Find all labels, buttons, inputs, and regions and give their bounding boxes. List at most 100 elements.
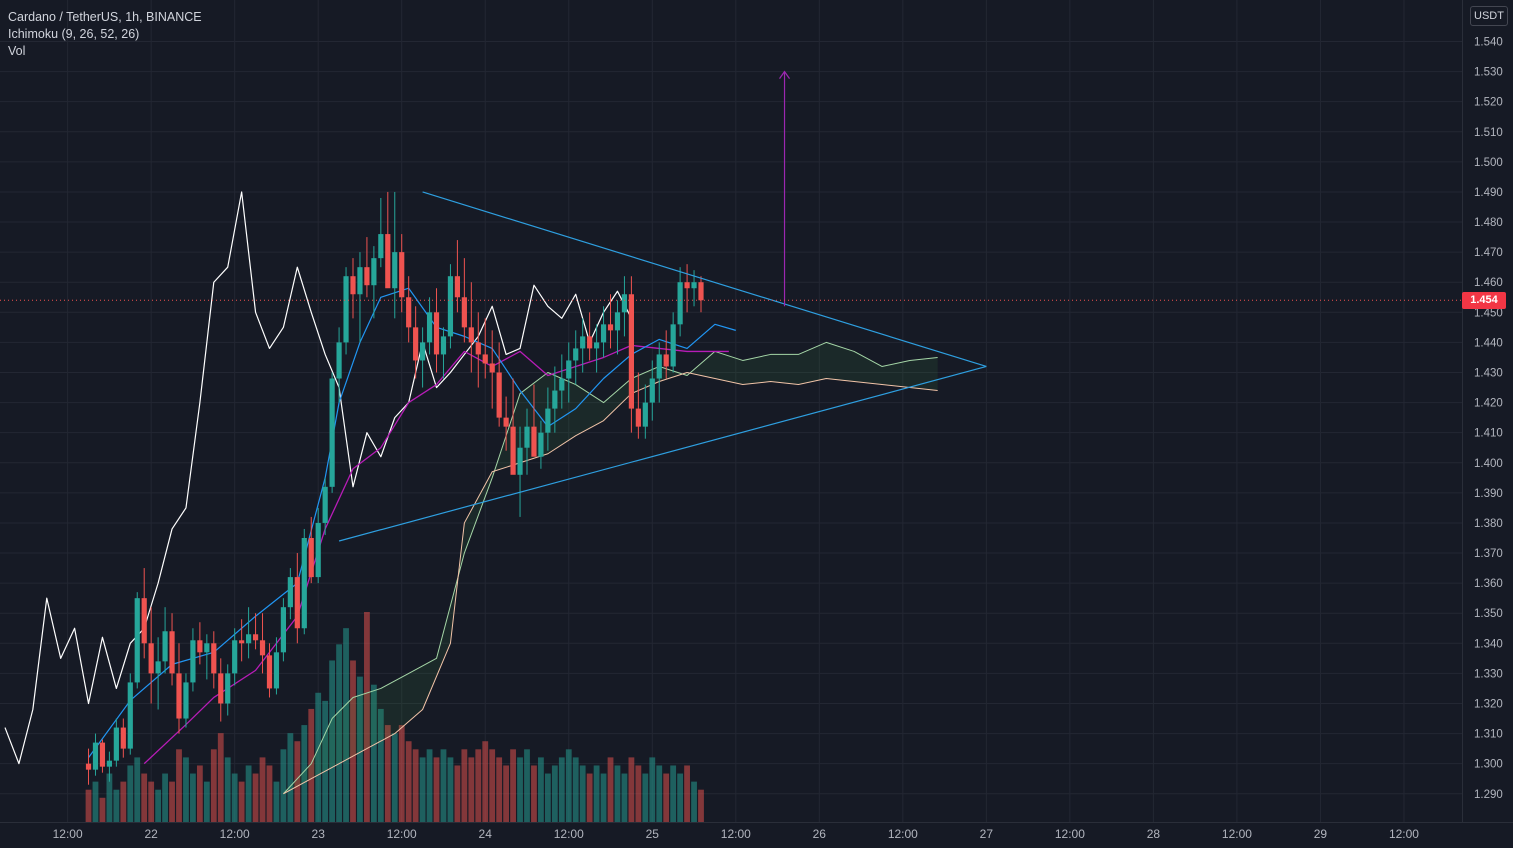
time-tick-label: 12:00 bbox=[888, 827, 918, 841]
volume-bar bbox=[252, 773, 259, 822]
volume-bar bbox=[259, 757, 266, 822]
volume-bar bbox=[447, 757, 454, 822]
candle-body bbox=[120, 727, 126, 749]
volume-bar bbox=[405, 741, 412, 822]
candle-body bbox=[343, 276, 349, 343]
volume-bar bbox=[684, 765, 690, 822]
volume-bar bbox=[85, 789, 92, 822]
candle-body bbox=[698, 282, 704, 301]
price-tick-label: 1.290 bbox=[1474, 789, 1503, 801]
currency-button[interactable]: USDT bbox=[1470, 6, 1508, 26]
candle-body bbox=[350, 276, 356, 295]
volume-bar bbox=[433, 757, 440, 822]
candle-body bbox=[106, 760, 112, 767]
candle-body bbox=[239, 640, 245, 644]
candle-body bbox=[573, 348, 579, 361]
price-tick-label: 1.320 bbox=[1474, 698, 1503, 710]
candle-body bbox=[134, 598, 140, 683]
grid-lines bbox=[0, 0, 1462, 822]
candle-body bbox=[162, 631, 168, 662]
candles bbox=[85, 191, 704, 785]
volume-bar bbox=[454, 765, 461, 822]
candle-body bbox=[517, 447, 523, 475]
time-tick-label: 27 bbox=[980, 827, 994, 841]
price-tick-label: 1.380 bbox=[1474, 518, 1503, 530]
candle-body bbox=[447, 276, 454, 337]
candle-body bbox=[183, 682, 189, 719]
candle-body bbox=[169, 631, 175, 674]
time-tick-label: 12:00 bbox=[1389, 827, 1419, 841]
chikou-span-line bbox=[4, 191, 632, 765]
price-tick-label: 1.520 bbox=[1474, 97, 1503, 109]
candle-body bbox=[614, 312, 621, 331]
senkou-span-b-line bbox=[283, 371, 938, 795]
volume-bar bbox=[614, 765, 621, 822]
volume-bar bbox=[210, 749, 217, 822]
candle-body bbox=[259, 640, 266, 656]
triangle-upper-line bbox=[422, 191, 987, 368]
volume-bar bbox=[698, 789, 704, 822]
candle-body bbox=[85, 763, 92, 770]
volume-bar bbox=[231, 773, 238, 822]
volume-bar bbox=[524, 749, 530, 822]
candle-body bbox=[204, 643, 210, 653]
volume-bar bbox=[322, 700, 329, 822]
volume-bar bbox=[203, 781, 210, 822]
candle-body bbox=[635, 408, 641, 427]
volume-bar bbox=[343, 628, 349, 822]
candle-body bbox=[301, 537, 307, 629]
volume-bar bbox=[440, 749, 447, 822]
volume-bar bbox=[468, 757, 475, 822]
price-tick-label: 1.410 bbox=[1474, 428, 1503, 440]
price-tick-label: 1.420 bbox=[1474, 398, 1503, 410]
volume-bar bbox=[106, 773, 113, 822]
volume-bar bbox=[391, 733, 398, 822]
candle-body bbox=[642, 402, 648, 427]
volume-bar bbox=[412, 749, 419, 822]
volume-bar bbox=[148, 781, 155, 822]
candle-body bbox=[433, 312, 440, 355]
volume-bar bbox=[162, 773, 168, 822]
price-tick-label: 1.310 bbox=[1474, 729, 1503, 741]
time-tick-label: 12:00 bbox=[1055, 827, 1085, 841]
candle-body bbox=[406, 297, 412, 328]
candle-body bbox=[538, 432, 544, 457]
senkou-span-a-line bbox=[283, 341, 938, 795]
volume-bar bbox=[649, 757, 656, 822]
symbol-title[interactable]: Cardano / TetherUS, 1h, BINANCE bbox=[8, 10, 202, 24]
time-tick-label: 25 bbox=[646, 827, 660, 841]
volume-bar bbox=[336, 644, 342, 822]
volume-bar bbox=[503, 765, 510, 822]
candle-body bbox=[211, 643, 217, 674]
volume-bar bbox=[280, 749, 287, 822]
volume-bar bbox=[538, 757, 544, 822]
candle-body bbox=[252, 634, 259, 641]
candle-body bbox=[440, 336, 447, 355]
volume-bar bbox=[224, 757, 231, 822]
candle-body bbox=[127, 682, 133, 749]
candle-body bbox=[468, 327, 474, 343]
volume-bar bbox=[565, 749, 572, 822]
price-tick-label: 1.340 bbox=[1474, 638, 1503, 650]
volume-bar bbox=[635, 765, 642, 822]
volume-indicator-label[interactable]: Vol bbox=[8, 44, 26, 58]
candle-body bbox=[670, 324, 676, 367]
volume-bar bbox=[419, 757, 426, 822]
candle-body bbox=[280, 607, 286, 653]
volume-bar bbox=[238, 781, 245, 822]
candle-body bbox=[225, 673, 231, 704]
candle-body bbox=[426, 312, 433, 343]
volume-bar bbox=[113, 789, 120, 822]
candle-body bbox=[482, 354, 488, 364]
ichimoku-indicator-label[interactable]: Ichimoku (9, 26, 52, 26) bbox=[8, 27, 140, 41]
volume-bar bbox=[308, 708, 315, 822]
candle-body bbox=[246, 634, 252, 644]
candle-body bbox=[600, 324, 607, 343]
volume-bar bbox=[350, 660, 356, 822]
volume-bar bbox=[329, 660, 336, 822]
volume-bar bbox=[558, 757, 565, 822]
volume-bar bbox=[691, 781, 697, 822]
candle-body bbox=[656, 354, 662, 379]
volume-bar bbox=[621, 773, 628, 822]
